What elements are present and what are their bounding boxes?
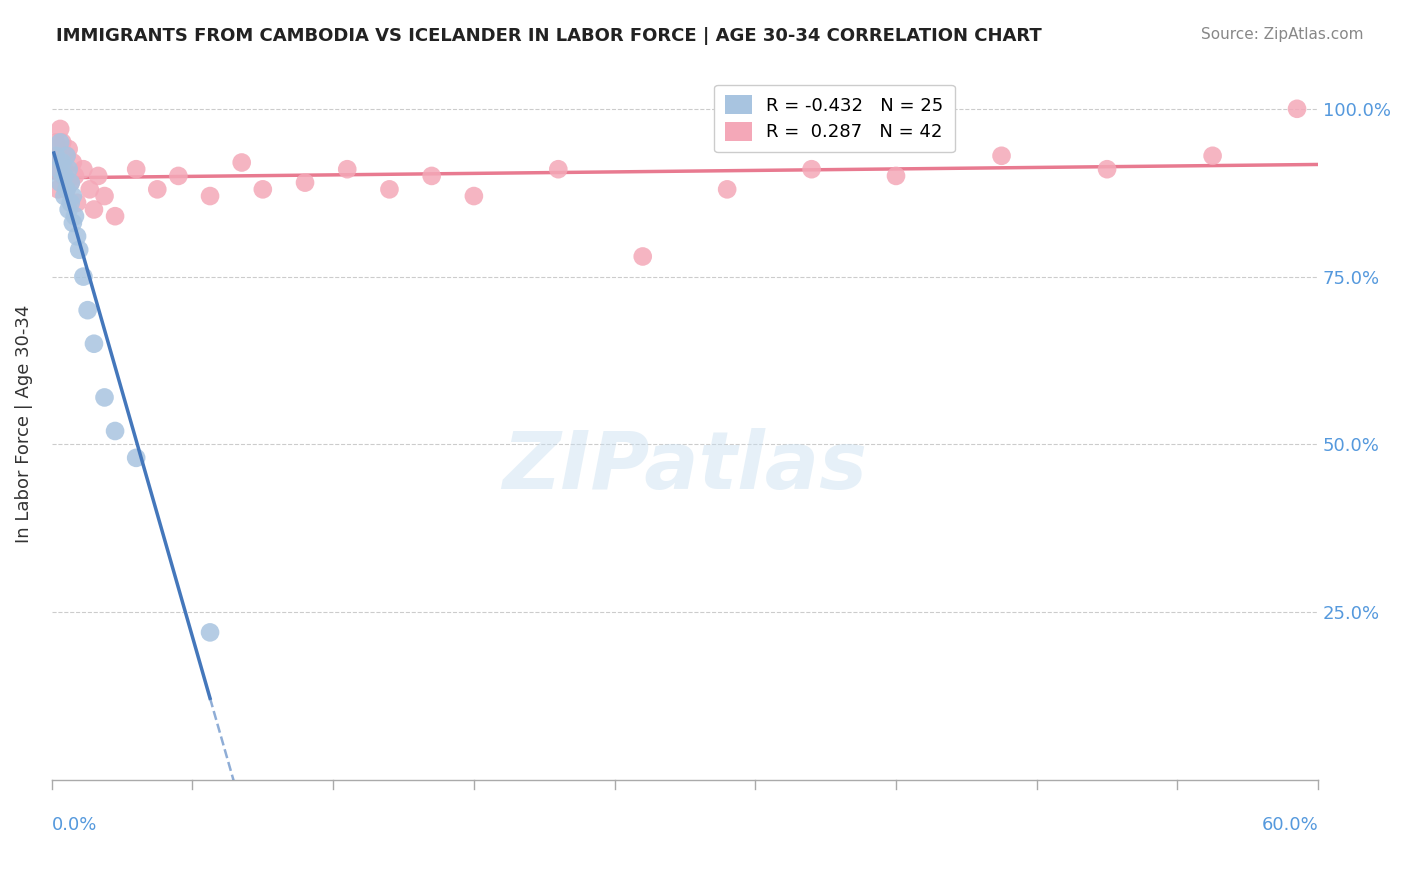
Text: 60.0%: 60.0% (1261, 815, 1319, 834)
Point (62, 155, 84, 169)
Point (45, 136, 67, 150)
Point (93, 391, 115, 405)
Point (420, 169, 443, 183)
Point (62, 189, 84, 203)
Point (53, 189, 76, 203)
Point (53, 169, 76, 183)
Point (51, 155, 73, 169)
Point (1201, 149, 1223, 163)
Point (55, 149, 77, 163)
Point (463, 189, 485, 203)
Point (55, 149, 77, 163)
Point (72, 269, 94, 284)
Point (231, 155, 253, 169)
Point (631, 250, 654, 264)
Point (63, 169, 86, 183)
Point (42, 162, 65, 177)
Point (58, 202, 80, 217)
Point (93, 189, 115, 203)
Point (55, 182, 77, 196)
Point (66, 195, 89, 210)
Point (294, 176, 316, 190)
Point (49, 155, 72, 169)
Point (49, 136, 72, 150)
Point (49, 122, 72, 136)
Text: Source: ZipAtlas.com: Source: ZipAtlas.com (1201, 27, 1364, 42)
Point (59, 176, 82, 190)
Legend: R = -0.432   N = 25, R =  0.287   N = 42: R = -0.432 N = 25, R = 0.287 N = 42 (714, 85, 955, 153)
Point (46, 182, 69, 196)
Point (59, 195, 82, 210)
Point (51, 136, 73, 150)
Point (1285, 102, 1308, 116)
Point (198, 625, 221, 640)
Point (884, 169, 907, 183)
Point (49, 176, 72, 190)
Y-axis label: In Labor Force | Age 30-34: In Labor Force | Age 30-34 (15, 305, 32, 543)
Point (167, 169, 190, 183)
Point (46, 149, 69, 163)
Point (62, 216, 84, 230)
Point (79, 182, 101, 196)
Point (125, 162, 148, 177)
Point (104, 424, 127, 438)
Text: ZIPatlas: ZIPatlas (502, 428, 868, 506)
Point (83, 202, 105, 217)
Point (45, 149, 67, 163)
Point (58, 162, 80, 177)
Point (66, 229, 89, 244)
Point (58, 142, 80, 156)
Point (55, 182, 77, 196)
Point (59, 176, 82, 190)
Point (63, 209, 86, 223)
Point (1095, 162, 1118, 177)
Point (198, 189, 221, 203)
Point (252, 182, 274, 196)
Text: IMMIGRANTS FROM CAMBODIA VS ICELANDER IN LABOR FORCE | AGE 30-34 CORRELATION CHA: IMMIGRANTS FROM CAMBODIA VS ICELANDER IN… (56, 27, 1042, 45)
Point (146, 182, 169, 196)
Point (67, 243, 90, 257)
Point (53, 162, 76, 177)
Point (990, 149, 1012, 163)
Point (378, 182, 401, 196)
Point (716, 182, 738, 196)
Point (76, 303, 98, 318)
Point (336, 162, 359, 177)
Text: 0.0%: 0.0% (52, 815, 97, 834)
Point (800, 162, 823, 177)
Point (104, 209, 127, 223)
Point (51, 169, 73, 183)
Point (547, 162, 569, 177)
Point (72, 162, 94, 177)
Point (125, 450, 148, 465)
Point (87, 169, 110, 183)
Point (46, 162, 69, 177)
Point (83, 336, 105, 351)
